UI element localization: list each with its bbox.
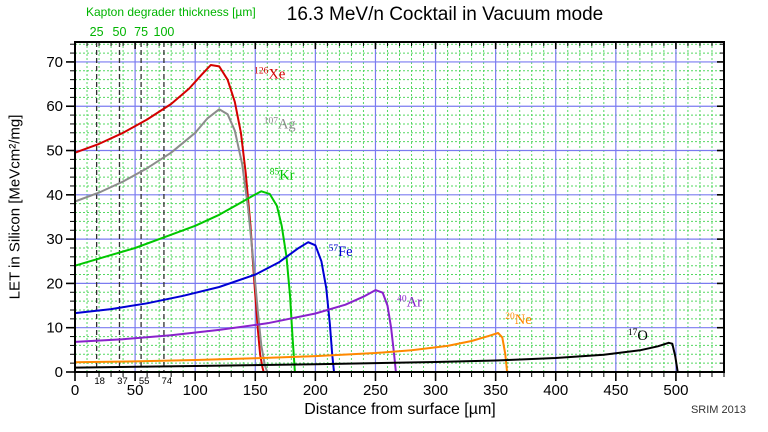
y-tick-label: 70 <box>46 54 63 71</box>
x-tick-label: 400 <box>543 382 568 399</box>
y-tick-label: 10 <box>46 320 63 337</box>
kapton-depth-label: 74 <box>162 376 173 387</box>
kapton-depth-label: 37 <box>117 376 128 387</box>
curve-17O <box>74 341 679 373</box>
y-axis-tick-labels: 0 10 20 30 40 50 60 70 <box>46 54 63 381</box>
kapton-values: 25 50 75 100 <box>90 25 175 39</box>
x-tick-label: 300 <box>423 382 448 399</box>
x-tick-label: 250 <box>363 382 388 399</box>
x-tick-label: 100 <box>183 382 208 399</box>
curve-85Kr <box>74 190 296 373</box>
kapton-depth-label: 55 <box>139 376 150 387</box>
y-tick-label: 30 <box>46 231 63 248</box>
page-title: 16.3 MeV/n Cocktail in Vacuum mode <box>286 4 604 25</box>
grid-major <box>75 42 724 372</box>
y-tick-label: 60 <box>46 98 63 115</box>
x-tick-label: 0 <box>71 382 79 399</box>
kapton-degrader-header: Kapton degrader thickness [µm] <box>86 5 256 19</box>
x-tick-label: 350 <box>483 382 508 399</box>
grid-minor <box>75 42 724 372</box>
x-axis-tick-labels: 0 50 100 150 200 250 300 350 400 450 500 <box>71 382 689 399</box>
kapton-value-label: 75 <box>134 25 148 39</box>
curve-20Ne <box>74 332 509 373</box>
y-tick-label: 0 <box>55 364 63 381</box>
label-57Fe: 57Fe <box>329 244 353 260</box>
curve-57Fe <box>74 241 335 373</box>
srim-credit: SRIM 2013 <box>690 404 746 416</box>
x-tick-label: 200 <box>303 382 328 399</box>
x-tick-label: 500 <box>663 382 688 399</box>
x-tick-label: 50 <box>127 382 144 399</box>
kapton-value-label: 25 <box>90 25 104 39</box>
curve-40Ar <box>74 289 397 373</box>
y-tick-label: 40 <box>46 187 63 204</box>
kapton-value-label: 100 <box>154 25 175 39</box>
kapton-depth-label: 18 <box>94 376 105 387</box>
label-20Ne: 20Ne <box>505 312 531 328</box>
label-40Ar: 40Ar <box>397 294 422 310</box>
axis-ticks <box>66 42 725 381</box>
x-tick-label: 150 <box>243 382 268 399</box>
y-tick-label: 50 <box>46 143 63 160</box>
series-curves <box>74 64 679 373</box>
kapton-depth-labels: 18 37 55 74 <box>94 376 172 387</box>
series-labels: 126Xe 107Ag 85Kr 57Fe 40Ar 20Ne 17O <box>254 66 648 344</box>
label-126Xe: 126Xe <box>254 66 285 82</box>
kapton-value-label: 50 <box>113 25 127 39</box>
label-85Kr: 85Kr <box>270 167 295 183</box>
x-tick-label: 450 <box>603 382 628 399</box>
y-axis-title: LET in Silicon [MeVcm²/mg] <box>6 114 24 300</box>
kapton-degrader-lines <box>95 42 165 372</box>
curve-126Xe <box>74 64 265 373</box>
x-axis-title: Distance from surface [µm] <box>304 401 496 418</box>
y-tick-label: 20 <box>46 275 63 292</box>
label-17O: 17O <box>628 328 648 344</box>
curve-107Ag <box>74 108 269 373</box>
label-107Ag: 107Ag <box>264 116 296 132</box>
